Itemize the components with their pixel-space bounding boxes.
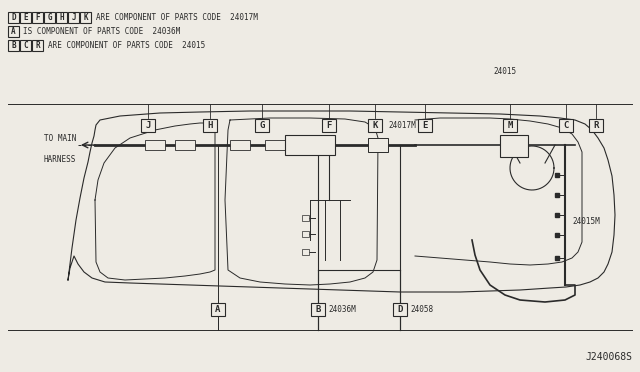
Text: D: D <box>11 13 16 22</box>
Bar <box>285 135 335 155</box>
Text: E: E <box>422 121 428 129</box>
Text: J: J <box>145 121 150 129</box>
Bar <box>145 140 165 150</box>
Bar <box>56 12 67 23</box>
Text: G: G <box>259 121 265 129</box>
Bar <box>311 302 325 315</box>
Bar <box>230 140 250 150</box>
Text: HARNESS: HARNESS <box>44 155 76 164</box>
Bar <box>32 12 43 23</box>
Text: H: H <box>207 121 212 129</box>
Bar <box>503 119 517 131</box>
Text: TO MAIN: TO MAIN <box>44 134 76 143</box>
Bar <box>255 119 269 131</box>
Bar <box>500 135 528 157</box>
Text: R: R <box>35 41 40 50</box>
Text: F: F <box>35 13 40 22</box>
Text: 24015: 24015 <box>493 67 516 77</box>
Text: R: R <box>593 121 598 129</box>
Text: E: E <box>23 13 28 22</box>
Text: C: C <box>23 41 28 50</box>
Text: C: C <box>563 121 569 129</box>
Bar <box>203 119 217 131</box>
Bar <box>559 119 573 131</box>
Text: B: B <box>316 305 321 314</box>
Text: A: A <box>215 305 221 314</box>
Bar <box>141 119 155 131</box>
Bar <box>8 40 19 51</box>
Text: J240068S: J240068S <box>585 352 632 362</box>
Text: H: H <box>59 13 64 22</box>
Text: M: M <box>508 121 513 129</box>
Bar <box>418 119 432 131</box>
Bar <box>589 119 603 131</box>
Bar <box>302 215 309 221</box>
Text: 24036M: 24036M <box>328 305 356 314</box>
Bar <box>322 119 336 131</box>
Text: IS COMPONENT OF PARTS CODE  24036M: IS COMPONENT OF PARTS CODE 24036M <box>23 27 180 36</box>
Text: 24058: 24058 <box>410 305 433 314</box>
Text: G: G <box>47 13 52 22</box>
Text: ARE COMPONENT OF PARTS CODE  24015: ARE COMPONENT OF PARTS CODE 24015 <box>48 41 205 50</box>
Text: A: A <box>11 27 16 36</box>
Bar <box>368 138 388 152</box>
Bar <box>20 12 31 23</box>
Bar <box>295 140 315 150</box>
Text: B: B <box>11 41 16 50</box>
Bar <box>20 40 31 51</box>
Bar <box>302 249 309 255</box>
Text: 24015M: 24015M <box>572 218 600 227</box>
Text: 24017M: 24017M <box>388 121 416 129</box>
Text: J: J <box>71 13 76 22</box>
Bar <box>44 12 55 23</box>
Text: D: D <box>397 305 403 314</box>
Text: F: F <box>326 121 332 129</box>
Bar <box>68 12 79 23</box>
Bar <box>302 231 309 237</box>
Bar <box>175 140 195 150</box>
Bar <box>80 12 91 23</box>
Bar <box>8 12 19 23</box>
Bar <box>211 302 225 315</box>
Bar <box>8 26 19 37</box>
Text: ARE COMPONENT OF PARTS CODE  24017M: ARE COMPONENT OF PARTS CODE 24017M <box>96 13 258 22</box>
Bar <box>265 140 285 150</box>
Text: K: K <box>372 121 378 129</box>
Bar <box>368 119 382 131</box>
Bar <box>32 40 43 51</box>
Text: K: K <box>83 13 88 22</box>
Bar <box>393 302 407 315</box>
